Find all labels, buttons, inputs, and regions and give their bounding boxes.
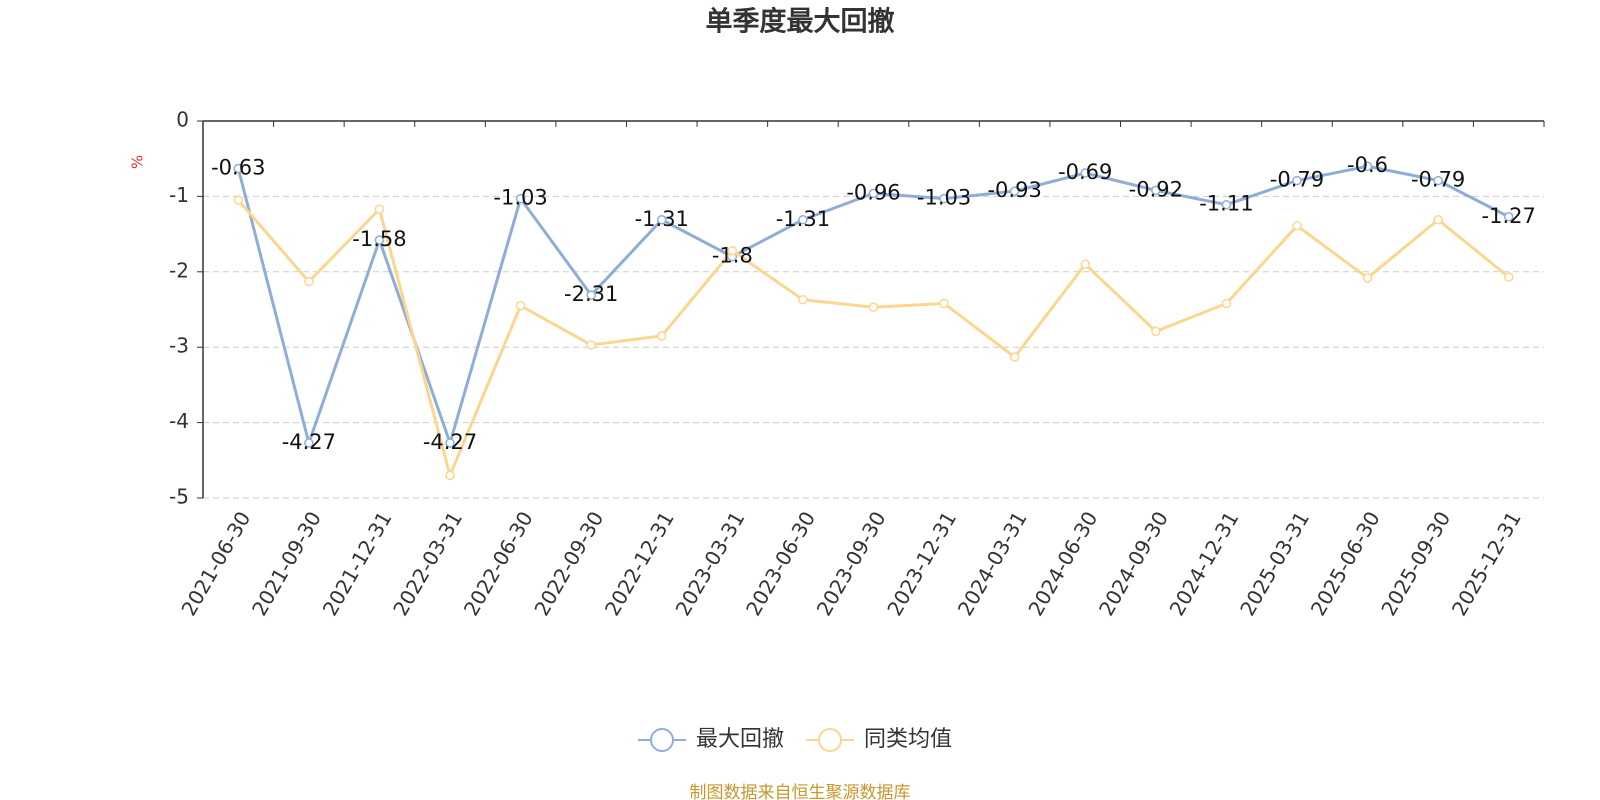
y-tick-label: -2 — [169, 258, 189, 282]
data-label: -0.96 — [846, 180, 900, 204]
data-point — [1503, 212, 1514, 222]
data-point — [1080, 168, 1090, 178]
data-point — [374, 235, 385, 245]
data-point — [233, 163, 244, 174]
legend-marker — [818, 728, 843, 752]
data-point — [939, 193, 949, 204]
x-tick-label: 2024-06-30 — [1023, 507, 1102, 620]
y-tick-label: -5 — [169, 485, 189, 509]
data-label: -2.31 — [564, 282, 618, 306]
x-tick-label: 2025-09-30 — [1376, 507, 1455, 620]
data-point — [939, 298, 949, 309]
data-label: -1.31 — [635, 207, 689, 231]
data-point — [1151, 326, 1161, 337]
legend-label: 最大回撤 — [696, 727, 784, 752]
data-label: -1.03 — [493, 186, 547, 210]
legend-item[interactable]: 最大回撤 — [638, 727, 784, 752]
data-point — [515, 193, 526, 204]
legend-label: 同类均值 — [864, 727, 952, 752]
x-tick-label: 2025-03-31 — [1235, 507, 1314, 620]
data-label: -0.63 — [211, 156, 265, 180]
data-label: -0.6 — [1347, 153, 1388, 177]
data-label: -4.27 — [282, 430, 336, 454]
data-point — [445, 438, 455, 448]
data-point — [233, 195, 244, 205]
data-point — [1009, 186, 1020, 196]
data-point — [1151, 185, 1161, 196]
data-point — [1433, 175, 1443, 186]
data-label: -1.27 — [1482, 204, 1536, 228]
data-point — [1362, 273, 1373, 283]
data-point — [657, 215, 667, 225]
data-label: -1.8 — [712, 244, 753, 268]
data-label: -1.03 — [917, 186, 971, 210]
x-tick-label: 2024-09-30 — [1094, 507, 1173, 620]
data-label: -0.79 — [1411, 168, 1465, 192]
x-tick-label: 2022-09-30 — [529, 507, 608, 620]
x-tick-label: 2023-12-31 — [882, 507, 961, 620]
x-tick-label: 2023-06-30 — [741, 507, 820, 620]
data-point — [515, 300, 526, 311]
data-label: -4.27 — [423, 430, 477, 454]
x-tick-label: 2022-12-31 — [600, 507, 679, 620]
data-point — [1292, 221, 1302, 231]
data-point — [304, 438, 314, 448]
y-axis-label: % — [129, 155, 147, 169]
chart-title: 单季度最大回撤 — [706, 6, 895, 38]
data-label: -1.11 — [1199, 192, 1253, 216]
x-tick-label: 2021-06-30 — [176, 507, 255, 620]
data-point — [1009, 352, 1020, 362]
x-tick-label: 2021-12-31 — [318, 507, 397, 620]
x-tick-label: 2024-12-31 — [1165, 507, 1244, 620]
data-point — [1080, 259, 1090, 270]
data-point — [1292, 175, 1302, 186]
data-label: -0.79 — [1270, 168, 1324, 192]
data-point — [586, 340, 596, 350]
x-tick-label: 2023-03-31 — [671, 507, 750, 620]
data-label: -1.58 — [352, 227, 406, 251]
data-point — [445, 470, 455, 481]
data-point — [727, 245, 738, 256]
data-point — [1362, 161, 1373, 171]
y-tick-label: -1 — [169, 183, 189, 207]
data-point — [304, 276, 314, 287]
x-tick-label: 2022-06-30 — [459, 507, 538, 620]
data-point — [1221, 298, 1232, 309]
data-point — [1503, 272, 1514, 282]
y-tick-label: 0 — [176, 108, 189, 132]
legend-item[interactable]: 同类均值 — [806, 727, 952, 752]
data-point — [1433, 215, 1443, 225]
data-point — [868, 302, 879, 312]
data-point — [657, 331, 667, 341]
data-point — [1221, 199, 1232, 210]
x-tick-label: 2025-12-31 — [1447, 507, 1526, 620]
x-tick-label: 2024-03-31 — [953, 507, 1032, 620]
y-tick-label: -4 — [169, 409, 189, 433]
data-point — [798, 215, 808, 225]
legend-marker — [650, 728, 674, 752]
x-tick-label: 2022-03-31 — [388, 507, 467, 620]
data-label: -0.92 — [1129, 177, 1183, 201]
data-point — [798, 294, 808, 305]
x-tick-label: 2023-09-30 — [812, 507, 891, 620]
data-label: -0.69 — [1058, 160, 1112, 184]
x-tick-label: 2025-06-30 — [1306, 507, 1385, 620]
x-tick-label: 2021-09-30 — [247, 507, 326, 620]
data-label: -1.31 — [776, 207, 830, 231]
data-point — [868, 188, 879, 199]
data-label: -0.93 — [987, 178, 1041, 202]
data-point — [374, 204, 385, 214]
y-tick-label: -3 — [169, 334, 189, 358]
data-point — [586, 290, 596, 300]
source-note: 制图数据来自恒生聚源数据库 — [690, 783, 911, 800]
